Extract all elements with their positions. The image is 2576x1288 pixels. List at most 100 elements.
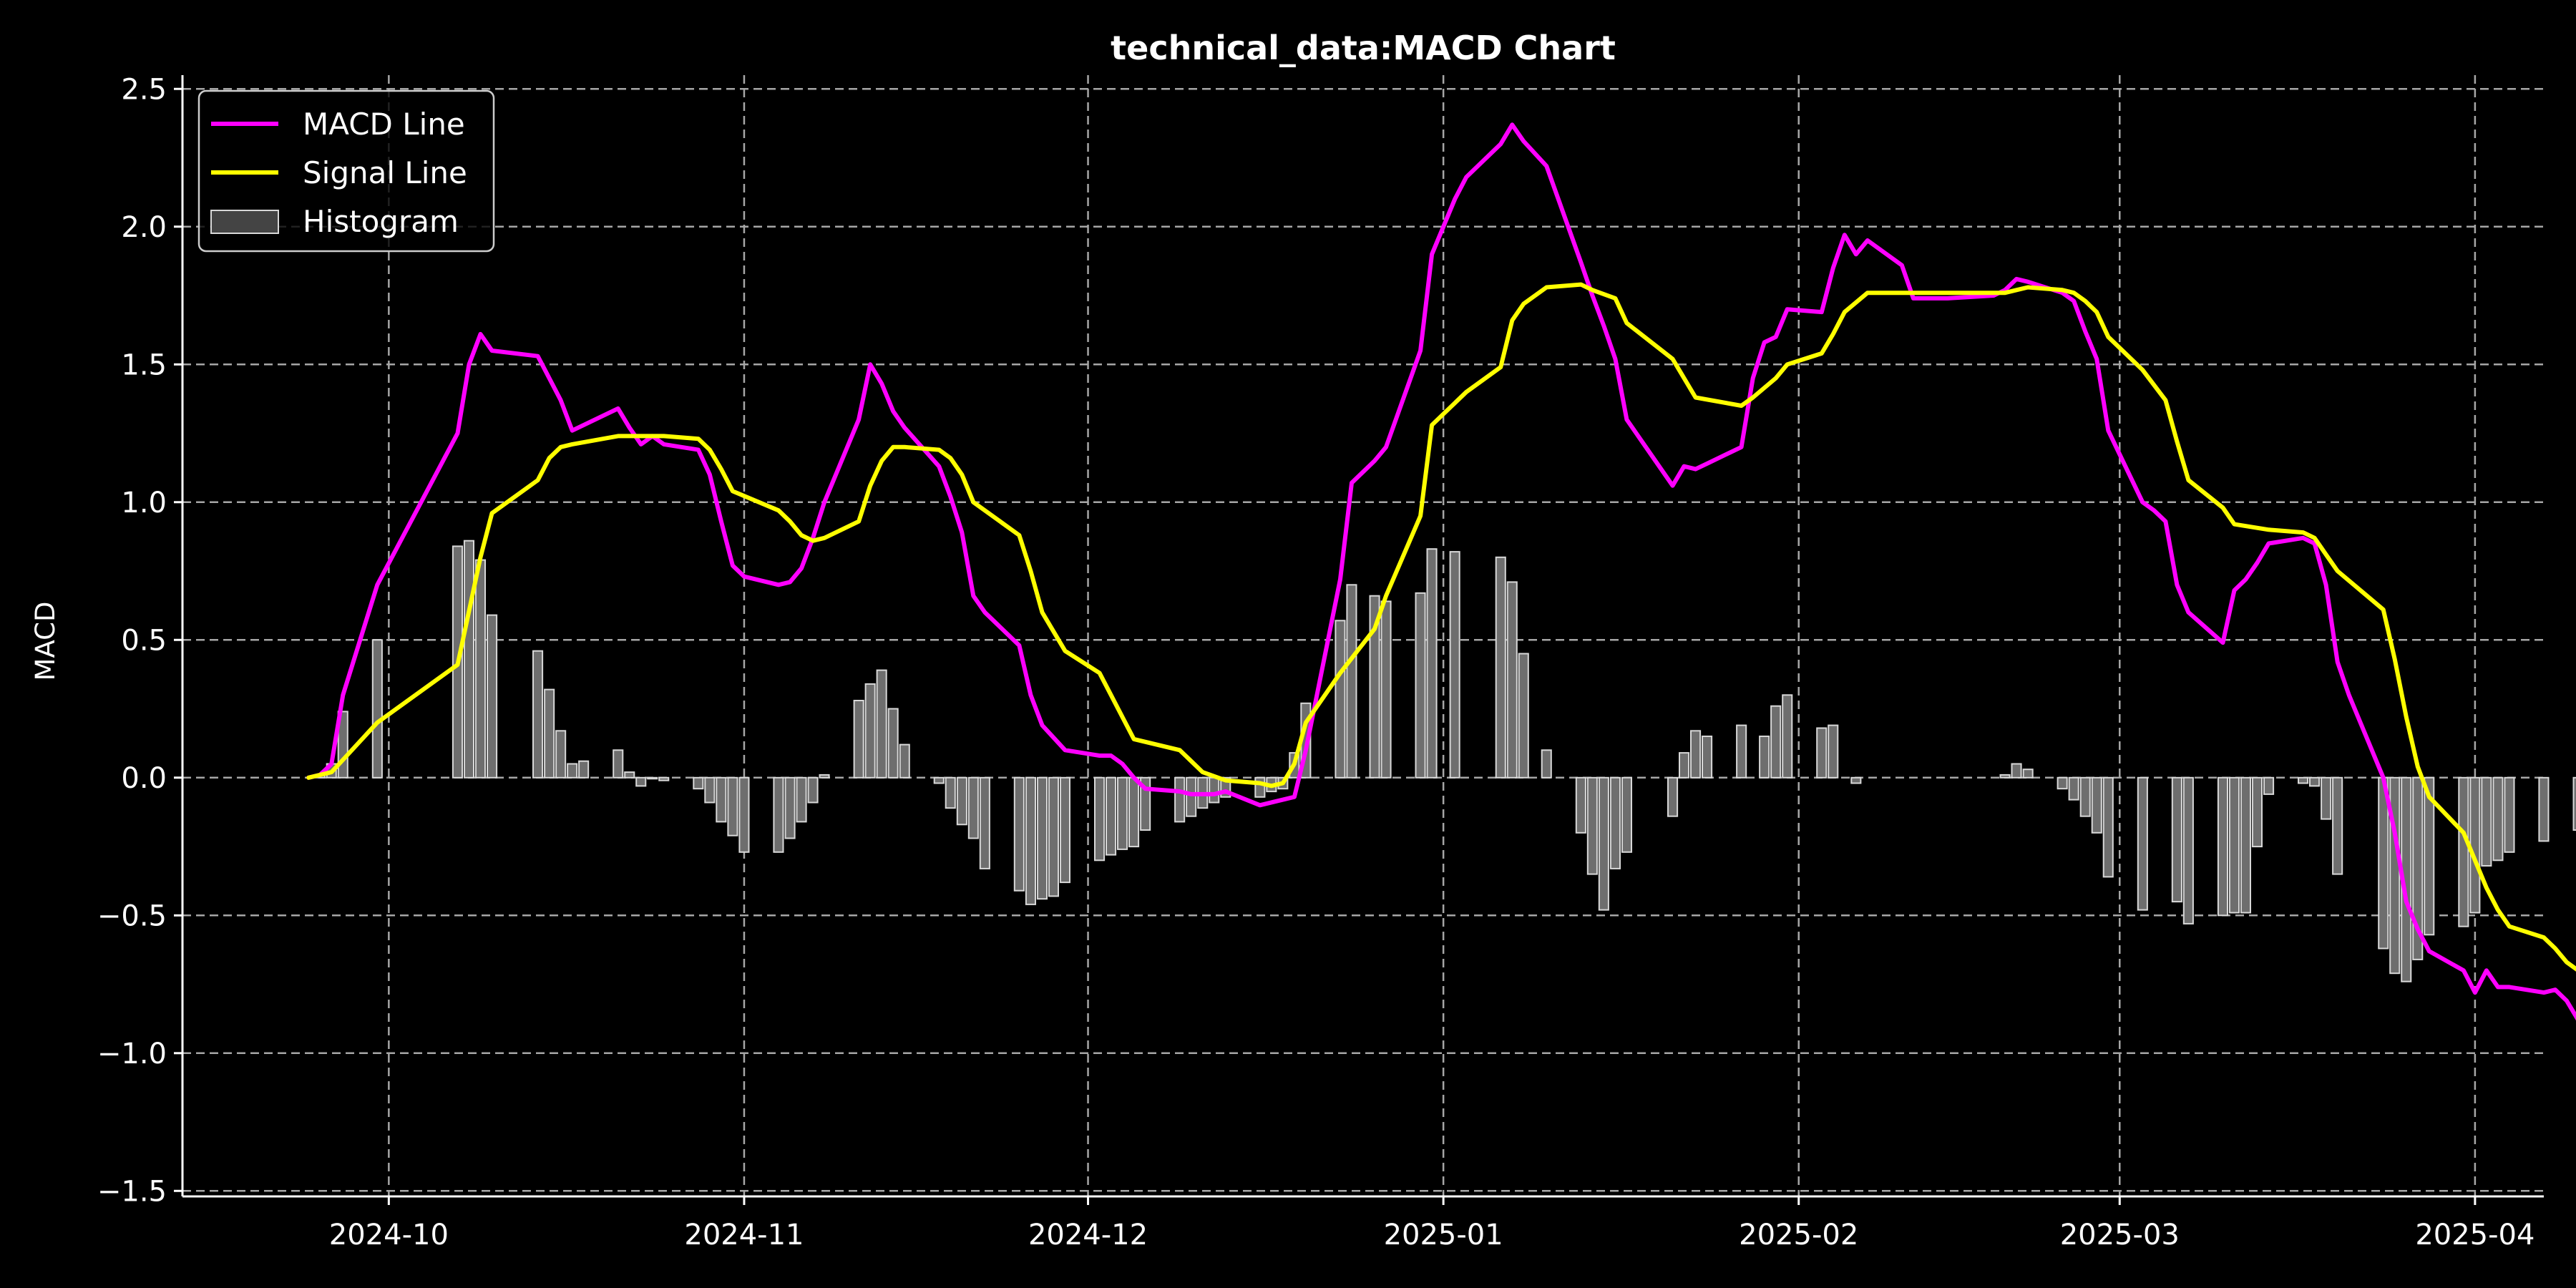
histogram-bar: [1850, 776, 1862, 784]
histogram-bar: [2022, 769, 2034, 779]
histogram-bar: [807, 776, 819, 804]
histogram-bar: [1679, 752, 1690, 779]
y-tick-label: 0.5: [121, 624, 167, 657]
x-tick-label: 2025-04: [2415, 1219, 2534, 1252]
histogram-bar: [2572, 776, 2576, 831]
histogram-bar: [463, 540, 475, 779]
x-tick-label: 2024-10: [329, 1219, 449, 1252]
histogram-bar: [2298, 776, 2309, 784]
histogram-bar: [1702, 736, 1713, 779]
histogram-bar: [1828, 724, 1839, 779]
y-tick-label: −1.5: [97, 1175, 167, 1208]
histogram-bar: [933, 776, 945, 784]
x-tick-label: 2025-02: [1739, 1219, 1858, 1252]
histogram-bar: [2171, 776, 2182, 903]
histogram-bar: [2182, 776, 2194, 924]
histogram-bar: [1025, 776, 1037, 905]
histogram-bar: [474, 559, 487, 779]
histogram-bar: [1036, 776, 1048, 900]
histogram-bar: [716, 776, 727, 823]
histogram-bar: [544, 688, 555, 779]
histogram-bar: [2492, 776, 2504, 862]
x-tick-label: 2025-03: [2060, 1219, 2180, 1252]
histogram-bar: [624, 771, 635, 779]
histogram-bar: [487, 614, 498, 779]
histogram-bar: [899, 743, 910, 779]
histogram-bar: [1426, 548, 1438, 779]
histogram-bar: [738, 776, 750, 853]
legend-label-signal-line: Signal Line: [303, 155, 467, 190]
legend: MACD Line Signal Line Histogram: [197, 89, 495, 253]
histogram-bar: [1254, 776, 1266, 798]
histogram-bar: [1518, 653, 1529, 779]
histogram-bar: [532, 650, 544, 779]
histogram-bar: [1621, 776, 1632, 853]
histogram-bar: [876, 669, 887, 779]
histogram-bar: [1346, 584, 1357, 779]
legend-swatch-histogram: [210, 210, 279, 234]
histogram-bar: [1209, 776, 1220, 804]
histogram-bar: [2057, 776, 2068, 790]
histogram-bar: [2332, 776, 2343, 875]
histogram-bar: [2538, 776, 2550, 842]
y-tick-label: 2.5: [121, 73, 167, 106]
x-tick-label: 2025-01: [1384, 1219, 1503, 1252]
histogram-bar: [1380, 600, 1392, 779]
histogram-bar: [945, 776, 956, 809]
histogram-bar: [727, 776, 738, 836]
histogram-bar: [1506, 581, 1518, 779]
y-tick-label: 1.5: [121, 348, 167, 381]
histogram-bar: [1770, 705, 1782, 779]
histogram-bar: [2424, 776, 2435, 936]
histogram-bar: [1048, 776, 1060, 897]
histogram-bar: [784, 776, 796, 839]
histogram-bar: [2091, 776, 2102, 834]
histogram-bar: [2240, 776, 2251, 914]
histogram-bar: [693, 776, 704, 790]
axes: 2.5 2.0 1.5 1.0 0.5 0.0 −0.5 −1.0 −1.5 2024-10 202…: [97, 73, 2544, 1252]
histogram-bar: [1782, 694, 1793, 779]
histogram-bar: [2412, 776, 2424, 960]
histogram-bar: [956, 776, 967, 826]
histogram-bar: [1759, 736, 1770, 779]
y-tick-label: −0.5: [97, 899, 167, 932]
histogram-bar: [2481, 776, 2492, 867]
histogram-bar: [979, 776, 990, 869]
histogram-bar: [819, 774, 830, 779]
histogram-bar: [647, 776, 658, 780]
histogram-bar: [2458, 776, 2469, 927]
histogram-bar: [1736, 724, 1747, 779]
histogram-bar: [2137, 776, 2148, 911]
histogram-bar: [1586, 776, 1598, 875]
histogram-bar: [371, 639, 383, 779]
histogram-bar: [2504, 776, 2515, 853]
histogram-bar: [1999, 774, 2011, 779]
histogram-bar: [1059, 776, 1071, 884]
histogram-bar: [613, 749, 624, 779]
histogram-bar: [567, 763, 578, 779]
histogram-bar: [635, 776, 647, 787]
histogram-bar: [1816, 727, 1828, 779]
histogram-bar: [1106, 776, 1117, 856]
histogram-bar: [1667, 776, 1679, 817]
histogram-bar: [2217, 776, 2228, 917]
signal-line-series: [306, 282, 2576, 972]
histogram-bar: [1094, 776, 1106, 862]
histogram-bar: [796, 776, 807, 823]
legend-label-histogram: Histogram: [303, 204, 459, 239]
macd-line-series: [306, 122, 2576, 1021]
histogram-bar: [1609, 776, 1621, 869]
y-tick-label: −1.0: [97, 1038, 167, 1070]
histogram-bar: [2469, 776, 2481, 914]
histogram-bar: [887, 708, 899, 779]
histogram-bar: [1335, 620, 1346, 779]
histogram-bar: [1495, 556, 1506, 779]
y-tick-label: 0.0: [121, 762, 167, 795]
histogram-bar: [2263, 776, 2275, 795]
histogram-bar: [2102, 776, 2114, 878]
histogram-bar: [773, 776, 784, 853]
histogram-bar: [2309, 776, 2321, 787]
histogram-bar: [1369, 595, 1380, 779]
histogram-bar: [2079, 776, 2091, 817]
